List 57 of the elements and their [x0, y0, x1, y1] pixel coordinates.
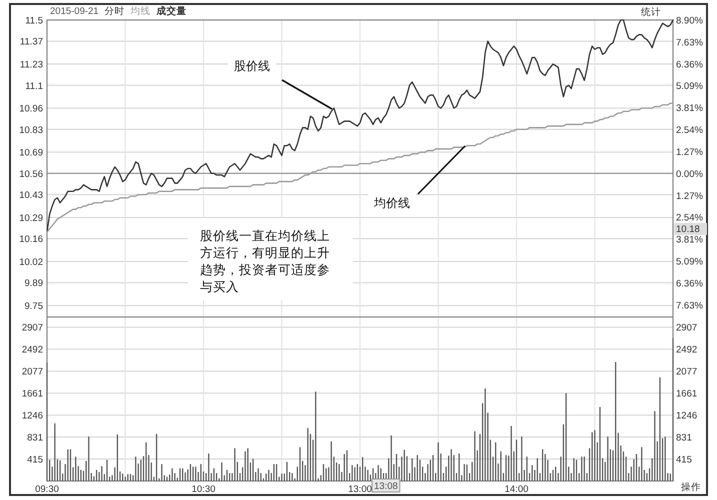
x-tick-label: 14:00: [504, 484, 528, 495]
y-tick-label: 10.96: [19, 104, 43, 115]
annotation: 股价线一直在均价线上方运行，有明显的上升趋势，投资者可适度参与买入: [200, 229, 330, 294]
text: 分时: [104, 5, 125, 17]
annotation: 均价线: [373, 196, 410, 210]
text: 10.18: [676, 224, 700, 235]
y2-tick-label: 2.54%: [676, 212, 704, 224]
y-tick-label: 1246: [22, 410, 43, 422]
y2-tick-label: 0.00%: [676, 168, 704, 180]
y-tick-label: 10.29: [19, 212, 43, 224]
y2-tick-label: 6.36%: [676, 278, 704, 290]
y2-tick-label: 6.36%: [676, 59, 704, 70]
y-tick-label: 11.1: [25, 80, 43, 92]
y-tick-label: 10.43: [19, 190, 43, 202]
y-tick-label: 10.83: [19, 124, 43, 136]
y2-tick-label: 831: [676, 432, 692, 444]
y-tick-label: 11.5: [25, 16, 43, 26]
y2-tick-label: 3.81%: [676, 103, 704, 114]
y2-tick-label: 1661: [676, 388, 698, 400]
y-tick-label: 11.37: [20, 36, 43, 48]
y2-tick-label: 2492: [676, 344, 698, 356]
y2-tick-label: 8.90%: [676, 16, 704, 26]
x-tick-label: 10:30: [192, 484, 216, 495]
y-tick-label: 10.69: [19, 148, 43, 159]
y-tick-label: 10.16: [19, 234, 43, 246]
annotation: 13:08: [374, 481, 398, 492]
x-tick-label: 09:30: [35, 484, 59, 495]
y-tick-label: 9.75: [24, 301, 43, 312]
y2-tick-label: 7.63%: [676, 300, 704, 312]
y2-tick-label: 2907: [676, 322, 698, 334]
y-tick-label: 2907: [22, 322, 43, 334]
y2-tick-label: 1.27%: [676, 147, 704, 158]
text: 统计: [641, 6, 661, 18]
text: 均线: [130, 5, 151, 17]
chart-title: 2015-09-21: [50, 6, 99, 17]
y-tick-label: 9.89: [24, 278, 43, 290]
y-tick-label: 2077: [22, 366, 43, 378]
y-tick-label: 831: [27, 432, 43, 444]
y2-tick-label: 1.27%: [676, 190, 704, 202]
y2-tick-label: 3.81%: [676, 234, 704, 246]
annotation: 股价线: [234, 59, 270, 73]
y2-tick-label: 5.09%: [676, 81, 704, 92]
y-tick-label: 10.56: [19, 168, 43, 180]
y-tick-label: 415: [27, 454, 43, 466]
y2-tick-label: 2.54%: [676, 125, 704, 136]
y2-tick-label: 5.09%: [676, 256, 704, 268]
y-tick-label: 1661: [22, 388, 43, 400]
y2-tick-label: 2077: [676, 366, 698, 378]
text: 成交量: [156, 5, 187, 17]
text: 操作: [681, 481, 701, 493]
y2-tick-label: 7.63%: [676, 37, 704, 48]
y-tick-label: 2492: [22, 344, 43, 356]
y-tick-label: 10.02: [19, 257, 43, 268]
y-tick-label: 11.23: [20, 60, 43, 71]
y2-tick-label: 415: [676, 454, 692, 466]
x-tick-label: 13:00: [348, 484, 372, 495]
y2-tick-label: 1246: [676, 410, 698, 422]
